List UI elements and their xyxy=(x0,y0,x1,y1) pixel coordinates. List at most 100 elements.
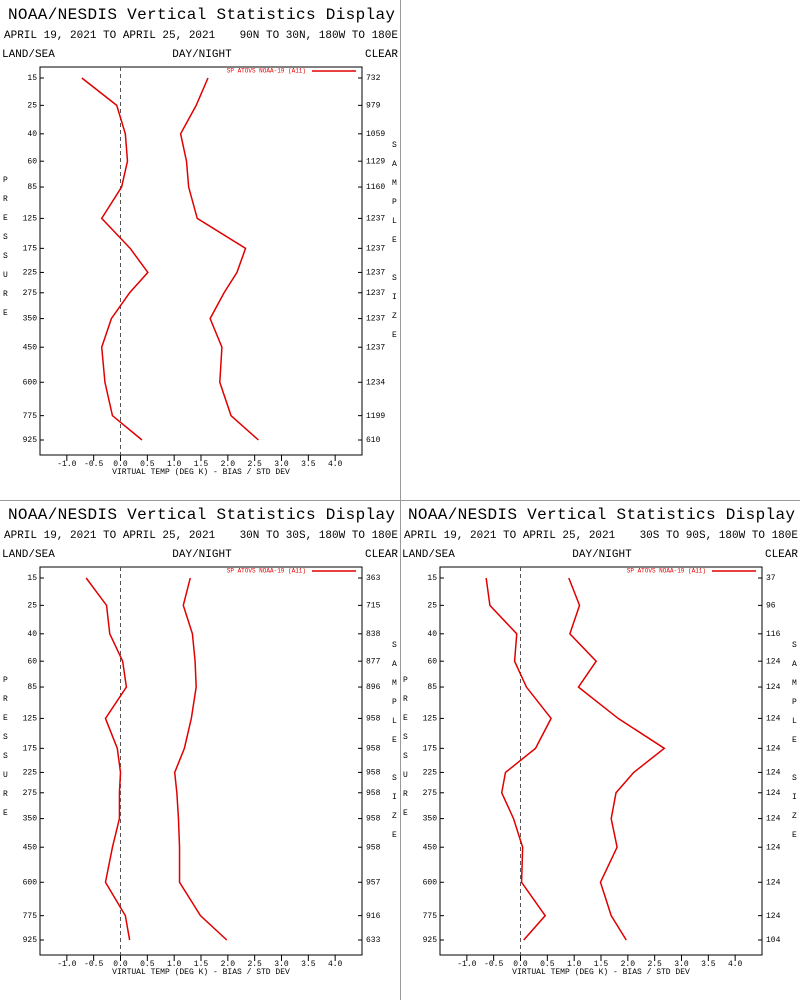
y-tick-label: 60 xyxy=(27,157,37,166)
y-tick-label: 175 xyxy=(23,744,38,753)
y-tick-label: 275 xyxy=(23,789,38,798)
y-axis-label: PRESSURE xyxy=(401,676,410,828)
y-tick-label: 450 xyxy=(23,343,38,352)
y-axis-label: PRESSURE xyxy=(1,676,10,828)
sample-size-label: 1160 xyxy=(366,183,385,192)
y-tick-label: 275 xyxy=(423,789,438,798)
y-tick-label: 60 xyxy=(27,657,37,666)
x-tick-label: 0.5 xyxy=(140,960,155,969)
x-tick-label: -0.5 xyxy=(84,960,103,969)
sample-size-label: 124 xyxy=(766,878,781,887)
y-tick-label: 225 xyxy=(423,769,438,778)
panel: NOAA/NESDIS Vertical Statistics Display A… xyxy=(1,6,399,477)
profile-line xyxy=(485,577,552,941)
sample-size-label: 1237 xyxy=(366,269,385,278)
y-tick-label: 775 xyxy=(23,912,38,921)
y-tick-label: 350 xyxy=(23,815,38,824)
y-tick-label: 25 xyxy=(27,601,37,610)
sample-size-label: 979 xyxy=(366,101,381,110)
y-tick-label: 775 xyxy=(423,912,438,921)
sample-size-label: 896 xyxy=(366,683,381,692)
y-tick-label: 775 xyxy=(23,412,38,421)
x-tick-label: 3.0 xyxy=(674,960,689,969)
region: 30N TO 30S, 180W TO 180E xyxy=(240,530,399,542)
sample-size-label: 124 xyxy=(766,815,781,824)
y-tick-label: 600 xyxy=(23,878,38,887)
x-tick-label: 3.0 xyxy=(274,960,289,969)
x-tick-label: 0.5 xyxy=(540,960,555,969)
sample-size-label: 958 xyxy=(366,715,381,724)
x-tick-label: 1.0 xyxy=(167,460,182,469)
y-tick-label: 450 xyxy=(423,843,438,852)
sample-size-label: 1234 xyxy=(366,378,385,387)
y-tick-label: 40 xyxy=(27,630,37,639)
sample-size-label: 610 xyxy=(366,436,381,445)
y-tick-label: 85 xyxy=(27,683,37,692)
y-tick-label: 15 xyxy=(27,574,37,583)
sample-size-label: 1059 xyxy=(366,130,385,139)
profile-line xyxy=(179,77,259,441)
y-tick-label: 225 xyxy=(23,269,38,278)
y-tick-label: 25 xyxy=(27,101,37,110)
y-tick-label: 125 xyxy=(423,715,438,724)
x-tick-label: 2.0 xyxy=(221,960,236,969)
x-tick-label: 1.0 xyxy=(567,960,582,969)
sample-size-label: 958 xyxy=(366,789,381,798)
title: NOAA/NESDIS Vertical Statistics Display xyxy=(8,506,395,524)
sample-size-label: 877 xyxy=(366,657,381,666)
x-tick-label: 1.5 xyxy=(594,960,609,969)
sample-size-label: 124 xyxy=(766,843,781,852)
sample-size-label: 124 xyxy=(766,912,781,921)
sample-size-label: 957 xyxy=(366,878,381,887)
sample-size-label: 124 xyxy=(766,715,781,724)
plot-frame xyxy=(39,66,363,456)
y-tick-label: 85 xyxy=(427,683,437,692)
profile-line xyxy=(568,577,666,941)
title: NOAA/NESDIS Vertical Statistics Display xyxy=(8,6,395,24)
sample-size-label: 715 xyxy=(366,601,381,610)
x-tick-label: 0.5 xyxy=(140,460,155,469)
x-tick-label: 3.5 xyxy=(301,960,316,969)
x-tick-label: 2.5 xyxy=(247,460,262,469)
y-tick-label: 175 xyxy=(23,244,38,253)
y-tick-label: 125 xyxy=(23,715,38,724)
label-right: CLEAR xyxy=(365,49,398,61)
subtitle: APRIL 19, 2021 TO APRIL 25, 2021 xyxy=(404,530,616,542)
y-tick-label: 350 xyxy=(423,815,438,824)
legend-label: SP ATOVS NOAA-19 (A11) xyxy=(227,68,306,75)
y-tick-label: 925 xyxy=(23,436,38,445)
y-tick-label: 925 xyxy=(23,936,38,945)
x-tick-label: -1.0 xyxy=(57,960,76,969)
x-axis-label: VIRTUAL TEMP (DEG K) - BIAS / STD DEV xyxy=(112,968,290,977)
x-tick-label: 4.0 xyxy=(728,960,743,969)
sample-size-label: 958 xyxy=(366,815,381,824)
sample-size-label: 1129 xyxy=(366,157,385,166)
sample-size-label: 1237 xyxy=(366,215,385,224)
sample-size-label: 1237 xyxy=(366,244,385,253)
title: NOAA/NESDIS Vertical Statistics Display xyxy=(408,506,795,524)
sample-size-label: 1237 xyxy=(366,343,385,352)
x-tick-label: 0.0 xyxy=(113,960,128,969)
legend-label: SP ATOVS NOAA-19 (A11) xyxy=(627,568,706,575)
region: 90N TO 30N, 180W TO 180E xyxy=(240,30,399,42)
x-tick-label: -0.5 xyxy=(484,960,503,969)
y-tick-label: 125 xyxy=(23,215,38,224)
panel: NOAA/NESDIS Vertical Statistics Display A… xyxy=(1,506,399,977)
label-left: LAND/SEA xyxy=(2,49,55,61)
sample-size-label: 1237 xyxy=(366,289,385,298)
x-tick-label: 2.0 xyxy=(221,460,236,469)
y2-axis-label: SAMPLE SIZE xyxy=(790,641,799,850)
plot-frame xyxy=(39,566,363,956)
profile-line xyxy=(81,77,149,441)
y-tick-label: 175 xyxy=(423,744,438,753)
y-tick-label: 450 xyxy=(23,843,38,852)
sample-size-label: 732 xyxy=(366,74,381,83)
y-tick-label: 925 xyxy=(423,936,438,945)
y-tick-label: 15 xyxy=(427,574,437,583)
x-tick-label: 1.5 xyxy=(194,960,209,969)
sample-size-label: 958 xyxy=(366,769,381,778)
sample-size-label: 124 xyxy=(766,769,781,778)
sample-size-label: 363 xyxy=(366,574,381,583)
x-tick-label: 0.0 xyxy=(113,460,128,469)
